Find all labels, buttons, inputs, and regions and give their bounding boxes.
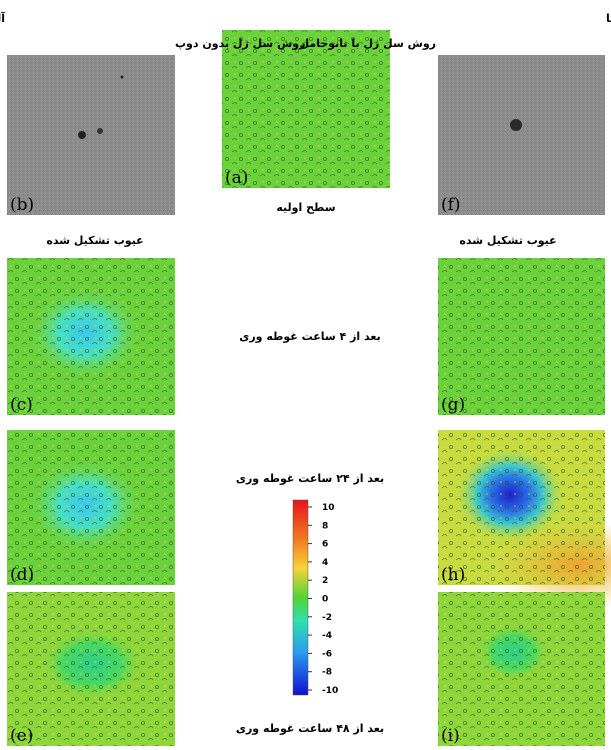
panel-label: (a) [225,168,248,188]
defect [510,119,522,131]
defect [97,128,103,134]
contour-lines [7,430,175,585]
panel: (g) [438,258,605,415]
panel: (c) [7,258,175,415]
micrograph [7,55,175,215]
row-caption: بعد از ۴ ساعت غوطه وری [239,330,380,343]
defects-caption: عیوب تشکیل شده [46,234,143,247]
contour-lines [7,592,175,746]
colorbar-tick-label: -10 [322,686,338,696]
defect [121,76,124,79]
row-caption: بعد از ۲۴ ساعت غوطه وری [236,472,384,485]
left-header: روش سل ژل بدون دوپ [175,37,305,50]
contour-lines [7,258,175,415]
panel: (h) [438,430,611,610]
panel-label: (i) [441,726,460,746]
panel-label: (g) [441,395,465,415]
colorbar-tick-label: -8 [322,668,332,678]
figure-canvas: (a) (b) (c) (d) (e) (f) (g) (h) (i) آلومینیوم پو… [0,0,611,746]
contour-lines [222,30,390,188]
colorbar-tick-label: 8 [322,521,328,531]
initial-surface-caption: سطح اولیه [276,201,335,214]
defects-caption: عیوب تشکیل شده [459,234,556,247]
right-header: آلومینیوم پوشش داده شده با [606,11,611,25]
left-header: آلومینیوم پوشش داده شده با [0,11,5,25]
panel-label: (f) [441,195,461,215]
colorbar-tick-label: 6 [322,540,328,550]
panel: (f) [438,55,605,215]
panel-label: (h) [441,565,465,585]
panel-label: (d) [10,565,34,585]
panel: (e) [7,592,175,746]
colorbar-tick-label: -4 [322,631,332,641]
colorbar-tick-label: -6 [322,649,332,659]
colorbar-tick-label: -2 [322,613,332,623]
colorbar-tick-label: 4 [322,558,328,568]
colorbar-tick-label: 10 [322,503,335,513]
panel: (b) [7,55,175,215]
micrograph [438,55,605,215]
colorbar [293,500,308,695]
contour-lines [438,258,605,415]
panel: (a) [222,30,390,188]
panel: (d) [7,430,175,585]
panel-label: (b) [10,195,34,215]
figure: {"left_header": ["آلومینیوم پوشش داده شد… [0,0,611,746]
colorbar-tick-label: 2 [322,576,328,586]
panel: (i) [438,592,605,746]
panels: (a) (b) (c) (d) (e) (f) (g) (h) (i) [7,30,611,746]
right-header: روش سل ژل با نانوحامل [300,37,436,50]
contour-lines [438,430,605,585]
row-caption: بعد از ۴۸ ساعت غوطه وری [236,722,384,735]
colorbar-tick-label: 0 [322,595,328,605]
contour-lines [438,592,605,746]
panel-label: (e) [10,726,33,746]
panel-label: (c) [10,395,33,415]
defect [78,131,86,139]
